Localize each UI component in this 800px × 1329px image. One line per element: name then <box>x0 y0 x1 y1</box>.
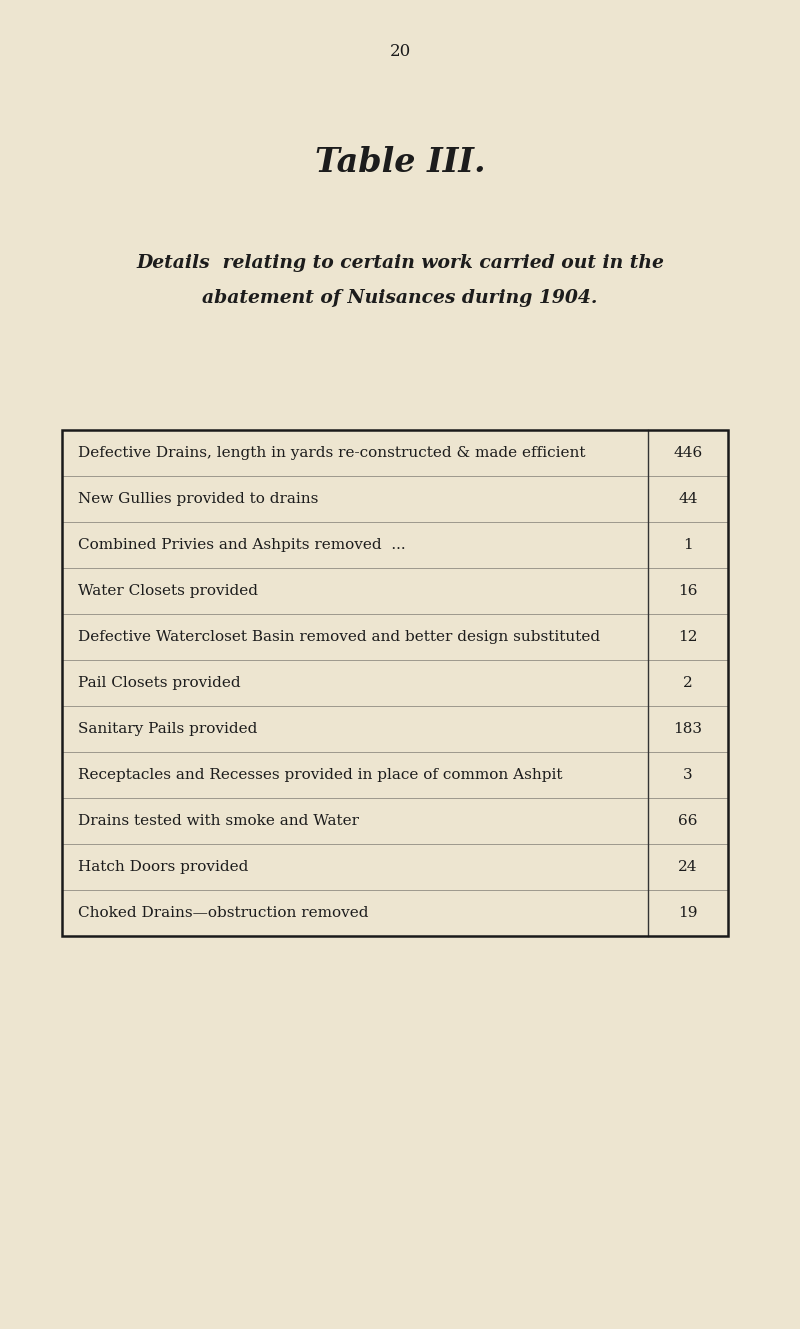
Text: Drains tested with smoke and Water: Drains tested with smoke and Water <box>78 813 359 828</box>
Text: abatement of Nuisances during 1904.: abatement of Nuisances during 1904. <box>202 288 598 307</box>
Text: 2: 2 <box>683 676 693 690</box>
Text: 19: 19 <box>678 906 698 920</box>
Text: Defective Watercloset Basin removed and better design substituted: Defective Watercloset Basin removed and … <box>78 630 600 645</box>
Text: Table III.: Table III. <box>314 146 486 179</box>
Text: New Gullies provided to drains: New Gullies provided to drains <box>78 492 318 506</box>
Text: 446: 446 <box>674 447 702 460</box>
Text: Defective Drains, length in yards re-constructed & made efficient: Defective Drains, length in yards re-con… <box>78 447 586 460</box>
Text: 44: 44 <box>678 492 698 506</box>
Text: Combined Privies and Ashpits removed  ...: Combined Privies and Ashpits removed ... <box>78 538 406 552</box>
Text: 20: 20 <box>390 44 410 61</box>
Text: Hatch Doors provided: Hatch Doors provided <box>78 860 248 874</box>
Text: Pail Closets provided: Pail Closets provided <box>78 676 241 690</box>
Text: Choked Drains—obstruction removed: Choked Drains—obstruction removed <box>78 906 369 920</box>
Bar <box>62 431 728 936</box>
Text: 183: 183 <box>674 722 702 736</box>
Text: Receptacles and Recesses provided in place of common Ashpit: Receptacles and Recesses provided in pla… <box>78 768 562 781</box>
Text: 16: 16 <box>678 583 698 598</box>
Text: Water Closets provided: Water Closets provided <box>78 583 258 598</box>
Text: Details  relating to certain work carried out in the: Details relating to certain work carried… <box>136 254 664 272</box>
Text: 1: 1 <box>683 538 693 552</box>
Text: 24: 24 <box>678 860 698 874</box>
Text: Sanitary Pails provided: Sanitary Pails provided <box>78 722 258 736</box>
Text: 12: 12 <box>678 630 698 645</box>
Text: 66: 66 <box>678 813 698 828</box>
Text: 3: 3 <box>683 768 693 781</box>
